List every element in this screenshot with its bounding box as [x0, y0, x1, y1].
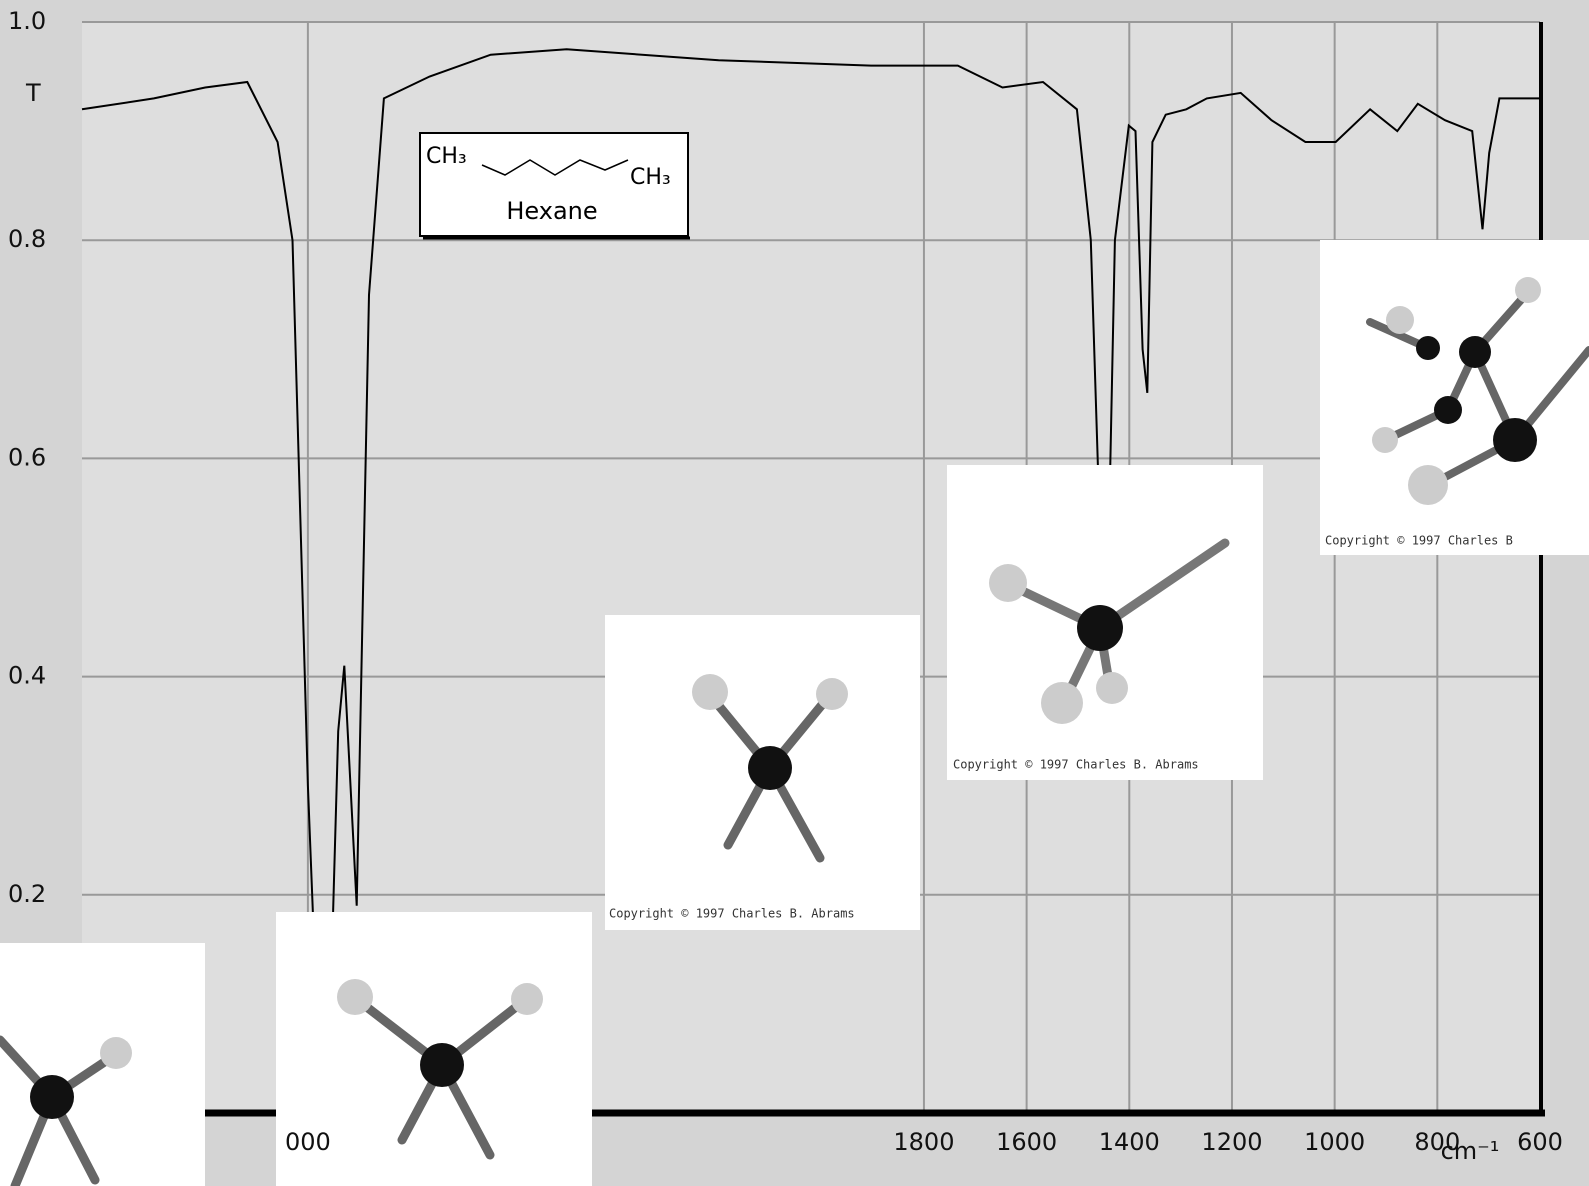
y-tick-label: 0.2	[8, 880, 46, 908]
x-tick-label: 1200	[1201, 1128, 1262, 1156]
molecule-image: Copyright © 1997 Charles B. Abrams	[947, 465, 1263, 780]
atom	[1459, 336, 1491, 368]
hexane-label: CH₃ CH₃ Hexane	[419, 132, 690, 240]
atom	[1408, 465, 1448, 505]
atom	[989, 564, 1027, 602]
molecule-image: Copyright © 1997 Charles B. Abrams	[605, 615, 920, 930]
atom	[1416, 336, 1440, 360]
atom	[337, 979, 373, 1015]
x-tick-label: 800	[1414, 1128, 1460, 1156]
atom	[692, 674, 728, 710]
molecule-image	[0, 943, 205, 1186]
atom	[1372, 427, 1398, 453]
atom	[1434, 396, 1462, 424]
y-axis-label: T	[25, 79, 41, 107]
copyright: Copyright © 1997 Charles B. Abrams	[953, 758, 1199, 772]
atom	[30, 1075, 74, 1119]
atom	[420, 1043, 464, 1087]
y-tick-label: 0.4	[8, 662, 46, 690]
x-tick-label: 000	[285, 1128, 331, 1156]
copyright: Copyright © 1997 Charles B. Abrams	[609, 907, 855, 921]
label-box	[419, 132, 689, 237]
x-tick-labels: 000 1800 1600 1400 1200 1000 800 600	[285, 1128, 1563, 1156]
molecule-name: Hexane	[506, 197, 597, 225]
atom	[1493, 418, 1537, 462]
x-tick-label: 1800	[893, 1128, 954, 1156]
atom	[1386, 306, 1414, 334]
group-label: CH₃	[426, 144, 467, 169]
atom	[511, 983, 543, 1015]
atom	[100, 1037, 132, 1069]
x-tick-label: 1600	[996, 1128, 1057, 1156]
copyright: Copyright © 1997 Charles B	[1325, 534, 1513, 548]
atom	[816, 678, 848, 710]
x-tick-label: 1000	[1304, 1128, 1365, 1156]
y-tick-label: 0.8	[8, 225, 46, 253]
y-tick-label: 1.0	[8, 7, 46, 35]
x-tick-label: 1400	[1099, 1128, 1160, 1156]
atom	[1515, 277, 1541, 303]
x-tick-label: 600	[1517, 1128, 1563, 1156]
x-axis-label: cm⁻¹	[1441, 1137, 1500, 1165]
molecule-image	[276, 912, 592, 1186]
atom	[748, 746, 792, 790]
chain	[481, 159, 629, 176]
y-tick-label: 0.6	[8, 443, 46, 471]
molecule-image: Copyright © 1997 Charles B	[1320, 240, 1589, 555]
atom	[1077, 605, 1123, 651]
atom	[1096, 672, 1128, 704]
group-label: CH₃	[630, 165, 671, 190]
atom	[1041, 682, 1083, 724]
